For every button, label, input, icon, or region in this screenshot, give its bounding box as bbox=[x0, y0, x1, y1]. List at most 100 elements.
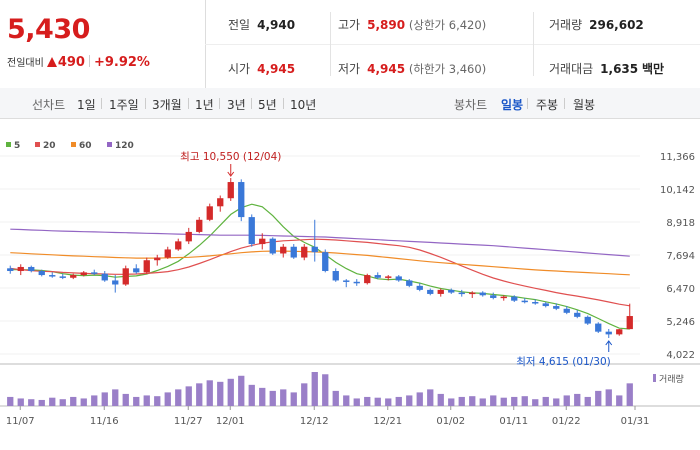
candle-body bbox=[49, 275, 56, 277]
volume-bar bbox=[437, 393, 444, 406]
candle-body bbox=[164, 249, 171, 258]
candle-body bbox=[185, 231, 192, 242]
row-divider bbox=[205, 44, 700, 45]
volume-bar bbox=[416, 392, 423, 406]
prev-close-value: 4,940 bbox=[257, 18, 296, 32]
candle-body bbox=[59, 276, 66, 278]
x-tick-label: 12/12 bbox=[300, 416, 329, 427]
annotations: 최고 10,550 (12/04) 최저 4,615 (01/30) bbox=[180, 151, 613, 368]
legend-label-20: 20 bbox=[43, 141, 56, 151]
volume-bar bbox=[332, 390, 339, 406]
volume-bar bbox=[217, 381, 224, 406]
candle-body bbox=[112, 280, 119, 285]
candle-body bbox=[500, 296, 507, 299]
upper-limit: (상한가 6,420) bbox=[408, 18, 487, 32]
change-label: 전일대비 bbox=[7, 58, 44, 69]
legend-label-120: 120 bbox=[115, 141, 134, 151]
volume-bar bbox=[500, 397, 507, 406]
divider bbox=[564, 98, 565, 109]
candle-body bbox=[595, 323, 602, 332]
ma-line-5 bbox=[10, 203, 630, 330]
volume-bar bbox=[427, 389, 434, 406]
candle-daily[interactable]: 일봉 bbox=[501, 98, 524, 112]
y-tick-label: 8,918 bbox=[666, 218, 695, 229]
volume-bar bbox=[584, 396, 591, 406]
volume-bar bbox=[322, 374, 329, 406]
candle-body bbox=[605, 331, 612, 335]
candle-monthly[interactable]: 월봉 bbox=[573, 98, 596, 112]
period-1y[interactable]: 1년 bbox=[195, 98, 214, 112]
legend-swatch-5 bbox=[6, 142, 11, 147]
period-10y[interactable]: 10년 bbox=[290, 98, 317, 112]
ma-legend: 5 20 60 120 bbox=[6, 141, 134, 151]
volume-bar bbox=[626, 383, 633, 406]
volume-bar bbox=[605, 389, 612, 406]
divider bbox=[283, 98, 284, 109]
volume-bar bbox=[38, 399, 45, 406]
open-label: 시가 bbox=[228, 62, 251, 76]
trade-value-unit: 백만 bbox=[641, 62, 665, 76]
candle-body bbox=[122, 268, 129, 285]
prev-close-label: 전일 bbox=[228, 18, 251, 32]
candle-body bbox=[353, 281, 360, 284]
volume-legend-swatch bbox=[653, 374, 656, 382]
volume-bar bbox=[385, 398, 392, 406]
volume-bar bbox=[59, 399, 66, 406]
ma-line-120 bbox=[10, 228, 630, 257]
candle-body bbox=[374, 275, 381, 278]
y-tick-label: 7,694 bbox=[666, 251, 695, 262]
volume-stat: 거래량 296,602 bbox=[549, 16, 644, 33]
col-divider bbox=[330, 12, 331, 76]
volume-bar bbox=[28, 399, 35, 406]
volume-bar bbox=[448, 398, 455, 406]
volume-bar bbox=[259, 387, 266, 406]
volume-bar bbox=[353, 398, 360, 406]
volume-bar bbox=[563, 395, 570, 406]
legend-label-60: 60 bbox=[79, 141, 92, 151]
volume-legend-label: 거래량 bbox=[659, 373, 684, 385]
volume-bar bbox=[80, 398, 87, 406]
volume-bar bbox=[17, 398, 24, 406]
legend-label-5: 5 bbox=[14, 141, 20, 151]
ma-line-60 bbox=[10, 250, 630, 276]
candle-chart-label: 봉차트 bbox=[454, 98, 488, 112]
volume-bar bbox=[532, 399, 539, 406]
candle-body bbox=[227, 182, 234, 199]
volume-bar bbox=[280, 389, 287, 406]
volume-bar bbox=[553, 398, 560, 406]
candle-body bbox=[290, 246, 297, 258]
high-label: 고가 bbox=[338, 18, 361, 32]
candle-body bbox=[416, 285, 423, 290]
volume-bar bbox=[311, 372, 318, 406]
legend-swatch-60 bbox=[71, 142, 76, 147]
x-tick-label: 11/16 bbox=[90, 416, 119, 427]
y-tick-label: 11,366 bbox=[660, 152, 695, 163]
low-price: 저가 4,945 (하한가 3,460) bbox=[338, 60, 486, 77]
volume-bar bbox=[458, 396, 465, 406]
volume-bar bbox=[227, 378, 234, 406]
price-chart: 5 20 60 120 거래량 11,366 10,142 8,918 7,694 6,470… bbox=[0, 141, 700, 427]
candle-body bbox=[322, 252, 329, 272]
candle-body bbox=[626, 316, 633, 330]
volume-bar bbox=[112, 389, 119, 406]
high-annotation: 최고 10,550 (12/04) bbox=[180, 151, 281, 163]
period-5y[interactable]: 5년 bbox=[258, 98, 277, 112]
low-label: 저가 bbox=[338, 62, 361, 76]
x-tick-label: 12/01 bbox=[216, 416, 245, 427]
period-3m[interactable]: 3개월 bbox=[152, 98, 182, 112]
change-line: 전일대비 490 +9.92% bbox=[7, 54, 150, 70]
candle-weekly[interactable]: 주봉 bbox=[536, 98, 559, 112]
period-1w[interactable]: 1주일 bbox=[109, 98, 139, 112]
candle-body bbox=[91, 272, 98, 274]
volume-bar bbox=[143, 395, 150, 406]
candle-body bbox=[437, 289, 444, 294]
x-tick-label: 11/07 bbox=[6, 416, 35, 427]
ma-line-20 bbox=[10, 238, 630, 307]
period-3y[interactable]: 3년 bbox=[227, 98, 246, 112]
volume-bar bbox=[290, 392, 297, 406]
period-1d[interactable]: 1일 bbox=[77, 98, 96, 112]
open-price: 시가 4,945 bbox=[228, 60, 295, 77]
x-tick-label: 01/02 bbox=[436, 416, 465, 427]
volume-bar bbox=[343, 395, 350, 406]
volume-bar bbox=[395, 396, 402, 406]
